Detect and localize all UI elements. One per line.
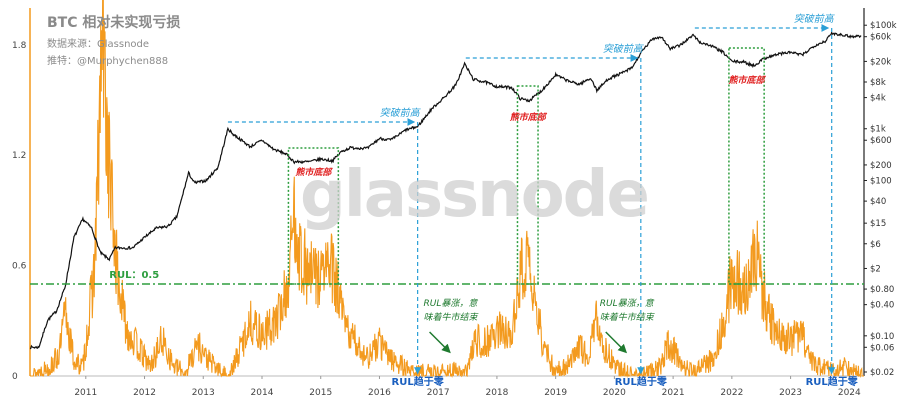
right-tick-label: $20k [870,57,891,67]
right-tick-label: $40 [870,197,886,207]
x-tick-label: 2013 [192,388,215,398]
left-tick-label: 1.8 [12,41,27,51]
x-tick-label: 2015 [309,388,332,398]
twitter-handle: 推特：@Murphychen888 [47,56,169,67]
right-tick-label: $0.40 [870,301,894,311]
x-tick-label: 2019 [544,388,567,398]
rul-zero-label: RUL趋于零 [392,375,445,388]
bear-bottom-box [287,147,340,285]
right-tick-label: $600 [870,136,892,146]
data-source: 数据来源：Glassnode [47,39,150,50]
right-tick-label: $0.06 [870,343,894,353]
x-tick-label: 2012 [133,388,156,398]
x-tick-label: 2014 [251,388,274,398]
bear-bottom-box [728,47,765,285]
x-tick-label: 2017 [427,388,450,398]
right-tick-label: $15 [870,219,886,229]
x-tick-label: 2024 [838,388,861,398]
right-tick-label: $0.02 [870,368,894,378]
rul-note-arrow [605,331,628,354]
right-tick-label: $0.80 [870,285,894,295]
right-tick-label: $6 [870,240,881,250]
x-tick-label: 2020 [603,388,626,398]
x-tick-label: 2016 [368,388,391,398]
x-tick-label: 2011 [74,388,97,398]
left-tick-label: 1.2 [12,151,26,161]
ath-label: 突破前高 [380,107,422,119]
rul-series-line [29,0,864,379]
rul-note-arrow [429,331,451,354]
threshold-label: RUL：0.5 [109,270,159,281]
rul-zero-label: RUL趋于零 [806,375,859,388]
btc-price-line [29,30,862,350]
right-tick-label: $200 [870,161,892,171]
left-tick-label: 0 [12,372,18,382]
bear-bottom-label: 熊市底部 [510,112,548,123]
right-tick-label: $100k [870,21,897,31]
x-tick-label: 2018 [485,388,508,398]
ath-label: 突破前高 [794,13,836,25]
chart-title: BTC 相对未实现亏损 [47,15,181,31]
right-tick-label: $2 [870,264,881,274]
bear-bottom-label: 熊市底部 [295,167,333,178]
rul-note-line: RUL暴涨，意 [424,298,479,309]
x-tick-label: 2023 [779,388,802,398]
rul-note-line: 味着牛市结束 [424,312,479,323]
right-tick-label: $8k [870,78,886,88]
right-tick-label: $100 [870,177,892,187]
x-tick-label: 2021 [662,388,685,398]
left-tick-label: 0.6 [12,262,27,272]
bear-bottom-box [516,85,539,285]
right-tick-label: $0.10 [870,332,894,342]
rul-note-line: 味着牛市结束 [600,312,655,323]
right-tick-label: $1k [870,125,886,135]
rul-zero-label: RUL趋于零 [615,375,668,388]
x-tick-label: 2022 [720,388,743,398]
right-tick-label: $4k [870,94,886,104]
glassnode-watermark: glassnode [300,158,650,232]
ath-label: 突破前高 [603,43,645,55]
bear-bottom-label: 熊市底部 [729,75,767,86]
rul-note-line: RUL暴涨，意 [600,298,655,309]
right-tick-label: $60k [870,33,891,43]
